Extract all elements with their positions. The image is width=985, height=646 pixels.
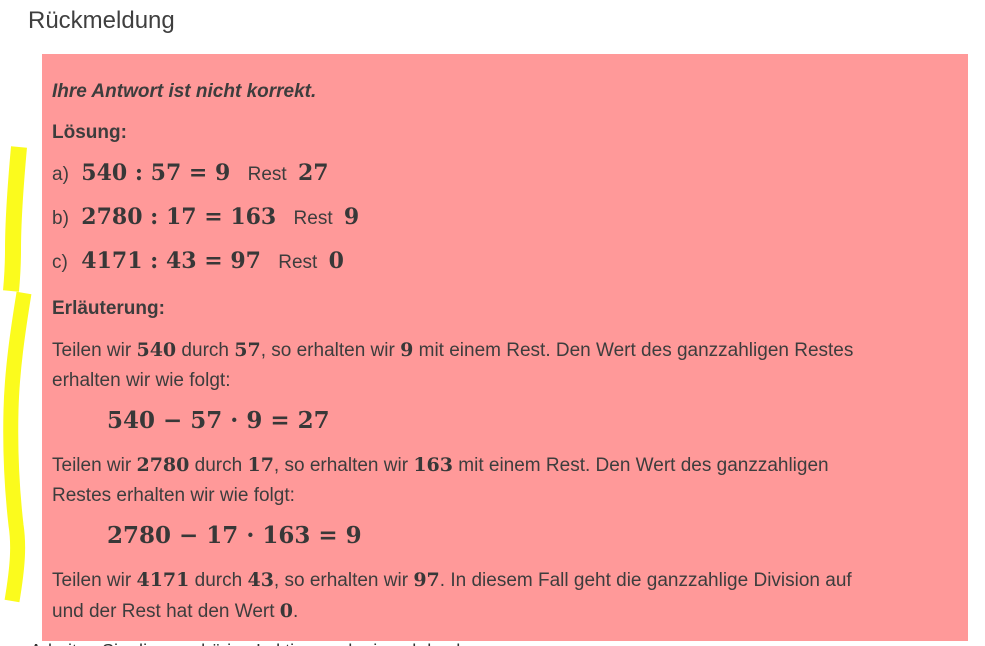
text-segment: .	[293, 601, 299, 622]
rest-value: 27	[297, 160, 329, 186]
inline-math: 17	[247, 454, 274, 476]
solution-heading: Lösung:	[52, 122, 127, 143]
solution-label: a)	[52, 164, 69, 185]
text-segment: Teilen wir	[52, 570, 137, 591]
text-segment: erhalten wir wie folgt:	[52, 370, 231, 391]
explanation-paragraph-2: Teilen wir 2780 durch 17, so erhalten wi…	[52, 450, 954, 511]
inline-math: 163	[413, 454, 453, 476]
solution-expression: 4171 : 43 = 97	[81, 248, 261, 274]
rest-label: Rest	[278, 252, 318, 273]
page-title: Rückmeldung	[28, 7, 175, 34]
solution-label: b)	[52, 208, 69, 229]
text-segment: Teilen wir	[52, 340, 137, 361]
text-segment: . In diesem Fall geht die ganzzahlige Di…	[439, 570, 852, 591]
inline-math: 57	[234, 339, 261, 361]
feedback-status: Ihre Antwort ist nicht korrekt.	[52, 81, 317, 102]
solution-row-c: c) 4171 : 43 = 97 Rest 0	[52, 247, 954, 277]
text-segment: Teilen wir	[52, 455, 137, 476]
solution-expression: 2780 : 17 = 163	[81, 204, 277, 230]
explanation-heading: Erläuterung:	[52, 298, 165, 319]
inline-math: 9	[400, 339, 414, 361]
text-segment: durch	[189, 455, 248, 476]
solution-label: c)	[52, 252, 68, 273]
text-segment: Restes erhalten wir wie folgt:	[52, 485, 295, 506]
explanation-paragraph-3: Teilen wir 4171 durch 43, so erhalten wi…	[52, 565, 954, 627]
rest-value: 9	[343, 204, 360, 230]
rest-label: Rest	[293, 208, 333, 229]
inline-math: 4171	[136, 569, 190, 591]
solution-expression: 540 : 57 = 9	[81, 160, 231, 186]
text-segment: , so erhalten wir	[273, 455, 414, 476]
text-segment: , so erhalten wir	[273, 570, 414, 591]
text-segment: mit einem Rest. Den Wert des ganzzahlige…	[453, 455, 829, 476]
inline-math: 97	[413, 569, 440, 591]
formula-1: 540 − 57 · 9 = 27	[107, 407, 330, 434]
solution-row-a: a) 540 : 57 = 9 Rest 27	[52, 159, 954, 189]
text-segment: mit einem Rest. Den Wert des ganzzahlige…	[413, 340, 854, 361]
formula-2: 2780 − 17 · 163 = 9	[107, 522, 362, 549]
inline-math: 540	[136, 339, 177, 361]
feedback-panel: Ihre Antwort ist nicht korrekt. Lösung: …	[42, 54, 968, 641]
text-segment: , so erhalten wir	[260, 340, 401, 361]
text-segment: und der Rest hat den Wert	[52, 601, 280, 622]
text-segment: durch	[189, 570, 248, 591]
inline-math: 2780	[136, 454, 190, 476]
rest-label: Rest	[247, 164, 287, 185]
inline-math: 0	[279, 600, 294, 622]
clipped-text-line: Arbeiten Sie die zugehörige Lektion noch…	[30, 641, 770, 646]
rest-value: 0	[328, 248, 344, 274]
text-segment: durch	[176, 340, 235, 361]
explanation-paragraph-1: Teilen wir 540 durch 57, so erhalten wir…	[52, 335, 954, 396]
solution-row-b: b) 2780 : 17 = 163 Rest 9	[52, 203, 954, 233]
inline-math: 43	[247, 569, 274, 591]
